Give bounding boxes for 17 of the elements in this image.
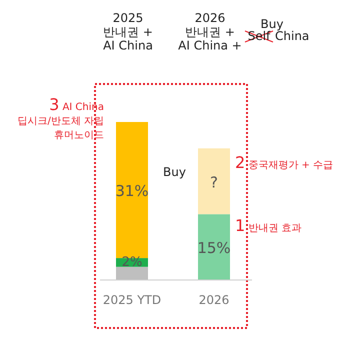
x-tick-label: 2025 YTD: [102, 293, 162, 307]
bar: [116, 266, 148, 280]
bar: [198, 148, 230, 214]
data-label: 31%: [115, 182, 149, 200]
text: Buy: [260, 17, 284, 31]
text: China: [275, 29, 310, 43]
annotation: 2 중국재평가 + 수급: [235, 153, 334, 172]
annotation: 1 반내권 효과: [235, 216, 302, 235]
text: 2025 반내권 + AI China: [103, 11, 153, 53]
bar: [198, 214, 230, 280]
x-tick-label: 2026: [198, 293, 230, 307]
data-label: 2%: [122, 254, 142, 270]
data-label: ?: [210, 173, 218, 192]
annotation: 3 AI China 딥시크/반도체 자립 휴머노이드: [17, 95, 104, 141]
text: 2026 반내권 + AI China +: [178, 11, 242, 53]
data-label: 15%: [197, 239, 231, 258]
annotation: Buy: [163, 165, 186, 179]
